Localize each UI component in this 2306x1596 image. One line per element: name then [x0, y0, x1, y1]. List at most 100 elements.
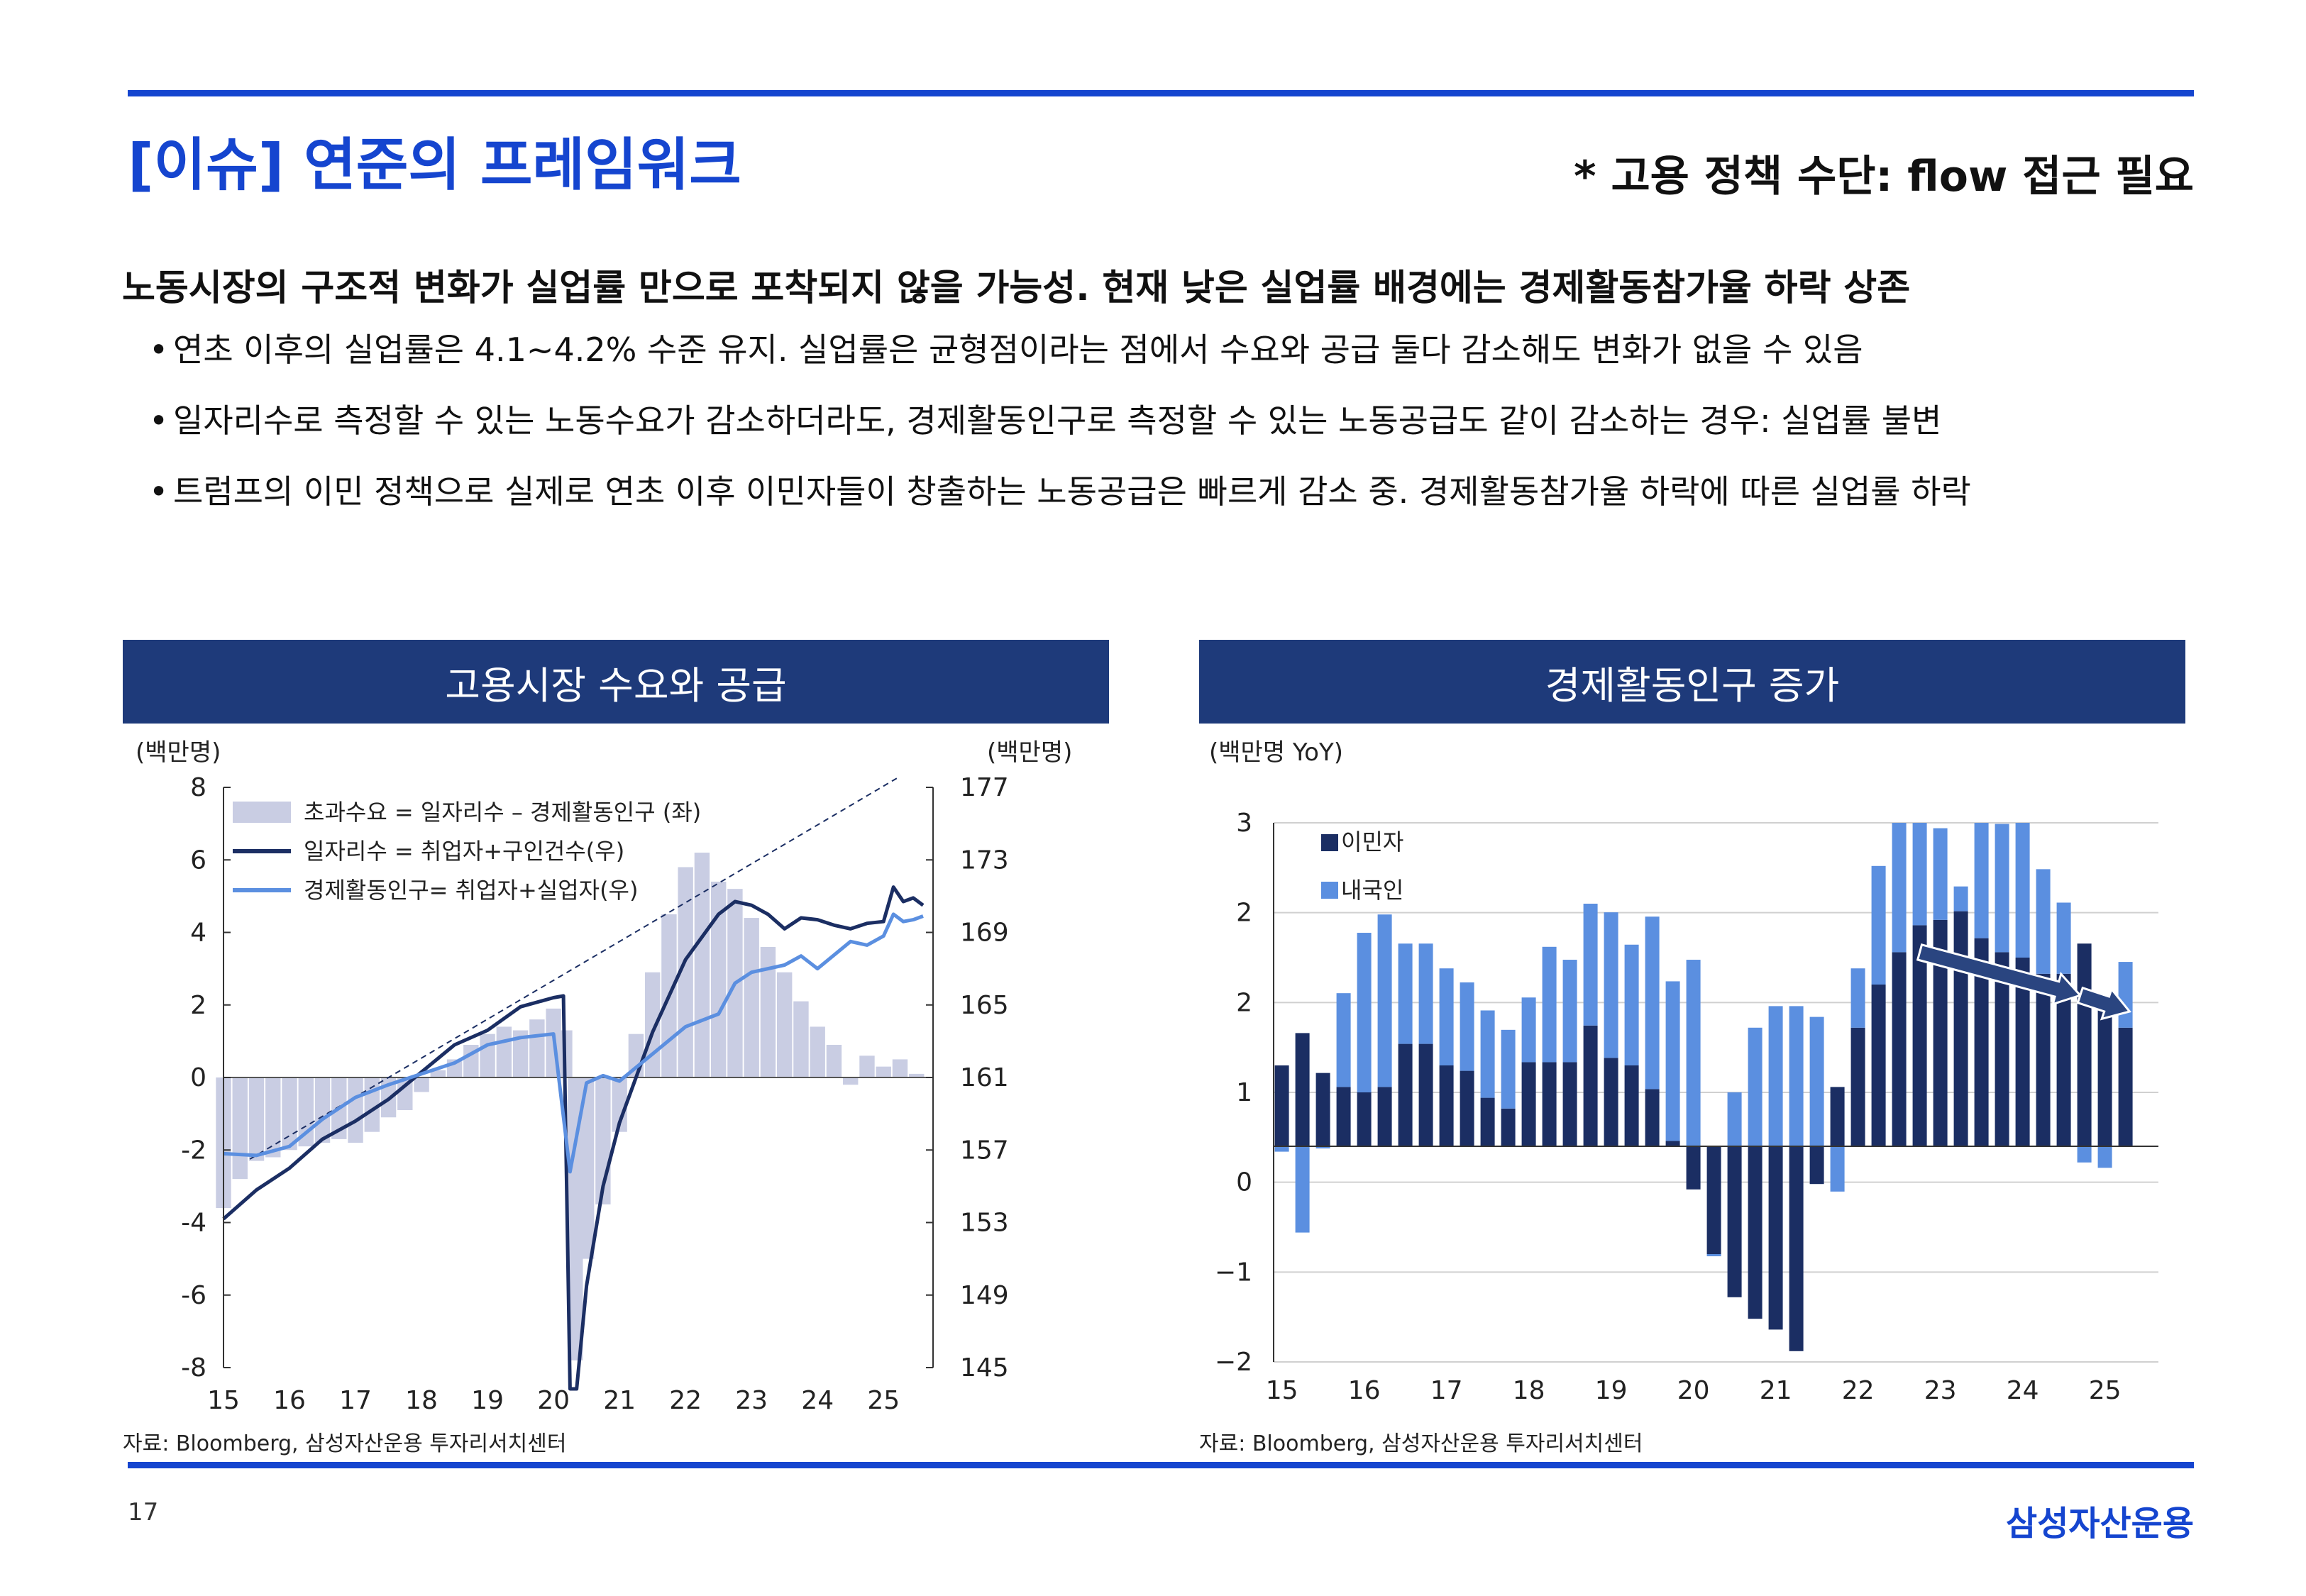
- bullet-text: 연초 이후의 실업률은 4.1~4.2% 수준 유지. 실업률은 균형점이라는 …: [173, 331, 1863, 369]
- native-bar: [2015, 823, 2030, 958]
- immigrant-bar: [1398, 1043, 1413, 1146]
- series-lines: [222, 885, 925, 1391]
- native-bar: [2077, 1146, 2092, 1163]
- right-axis-unit: (백만명): [987, 738, 1072, 767]
- bullet-dot-icon: •: [149, 331, 169, 369]
- x-tick-label: 24: [801, 1386, 834, 1415]
- legend-swatch-excess-demand: [233, 802, 291, 823]
- native-bar: [1974, 823, 1989, 938]
- policy-note: * 고용 정책 수단: flow 접근 필요: [1574, 152, 2194, 201]
- left-tick-label: -2: [181, 1136, 206, 1165]
- immigrant-bar: [2036, 973, 2051, 1146]
- left-panel-title: 고용시장 수요와 공급: [123, 640, 1109, 724]
- excess-demand-bar: [430, 1070, 446, 1077]
- excess-demand-bar: [777, 972, 793, 1077]
- native-bar: [1460, 982, 1474, 1071]
- excess-demand-bar: [793, 1001, 809, 1077]
- top-rule: [128, 90, 2194, 96]
- immigrant-bar: [1501, 1108, 1516, 1146]
- excess-demand-bar: [876, 1066, 891, 1077]
- native-bar: [1686, 960, 1701, 1146]
- bullet-list: • 연초 이후의 실업률은 4.1~4.2% 수준 유지. 실업률은 균형점이라는…: [149, 332, 1971, 545]
- native-bar: [1542, 946, 1557, 1063]
- native-bar: [1892, 823, 1907, 953]
- right-tick-label: 153: [960, 1209, 1009, 1238]
- x-tick-label: 21: [1760, 1376, 1792, 1405]
- x-tick-label: 19: [1595, 1376, 1628, 1405]
- immigrant-bar: [1542, 1062, 1557, 1146]
- x-tick-label: 25: [2089, 1376, 2122, 1405]
- native-bar: [1830, 1146, 1845, 1192]
- immigrant-bar: [1995, 952, 2009, 1146]
- immigrant-bar: [1933, 919, 1948, 1146]
- immigrant-bar: [1336, 1087, 1351, 1146]
- excess-demand-bar: [348, 1077, 363, 1143]
- bullet-dot-icon: •: [149, 401, 169, 440]
- native-bar: [1789, 1006, 1804, 1146]
- y-tick-label: −2: [1215, 1348, 1252, 1377]
- x-tick-label: 15: [1266, 1376, 1298, 1405]
- immigrant-bar: [1686, 1146, 1701, 1190]
- right-tick-label: 177: [960, 773, 1009, 802]
- immigrant-bar: [1583, 1025, 1598, 1146]
- x-tick-label: 23: [1924, 1376, 1957, 1405]
- left-tick-label: -6: [181, 1281, 206, 1310]
- excess-demand-bar: [578, 1077, 595, 1259]
- company-logo: 삼성자산운용: [2006, 1504, 2194, 1544]
- right-tick-label: 169: [960, 919, 1009, 948]
- right-tick-label: 161: [960, 1063, 1009, 1092]
- legend-label: 이민자: [1341, 829, 1403, 855]
- x-tick-label: 20: [1677, 1376, 1710, 1405]
- axes: 86420-2-4-6-8177173169165161157153149145…: [181, 773, 1009, 1415]
- stacked-bars: [1274, 823, 2133, 1351]
- immigrant-bar: [1830, 1087, 1845, 1146]
- native-bar: [1315, 1146, 1330, 1149]
- native-bar: [2036, 869, 2051, 974]
- y-tick-label: −1: [1215, 1258, 1252, 1287]
- immigrant-bar: [1274, 1065, 1289, 1146]
- excess-demand-bar: [644, 972, 661, 1077]
- excess-demand-bar: [744, 918, 759, 1077]
- excess-demand-bar: [760, 946, 776, 1077]
- x-tick-label: 22: [669, 1386, 702, 1415]
- excess-demand-bar: [892, 1059, 908, 1077]
- labor-supply-demand-chart: 86420-2-4-6-8177173169165161157153149145…: [136, 738, 1072, 1415]
- native-bar: [1480, 1010, 1495, 1098]
- page-number: 17: [128, 1498, 159, 1526]
- immigrant-bar: [1377, 1087, 1392, 1146]
- x-tick-label: 23: [735, 1386, 768, 1415]
- legend-swatch-immigrant: [1321, 834, 1338, 851]
- trend-arrows: [1916, 943, 2132, 1021]
- excess-demand-bar: [710, 881, 727, 1077]
- excess-demand-bar: [612, 1077, 627, 1132]
- x-tick-label: 18: [405, 1386, 438, 1415]
- x-tick-label: 25: [867, 1386, 900, 1415]
- native-bar: [1995, 824, 2009, 953]
- right-tick-label: 149: [960, 1281, 1009, 1310]
- native-bar: [1645, 916, 1660, 1090]
- bullet-item: • 연초 이후의 실업률은 4.1~4.2% 수준 유지. 실업률은 균형점이라는…: [149, 332, 1971, 367]
- left-tick-label: 4: [190, 919, 206, 948]
- excess-demand-bar: [496, 1026, 512, 1077]
- immigrant-bar: [1295, 1033, 1310, 1146]
- immigrant-bar: [1809, 1146, 1824, 1185]
- native-bar: [1706, 1254, 1721, 1257]
- x-tick-label: 18: [1513, 1376, 1545, 1405]
- native-bar: [1748, 1027, 1762, 1146]
- x-tick-label: 22: [1842, 1376, 1875, 1405]
- left-tick-label: 0: [190, 1063, 206, 1092]
- bullet-text: 일자리수로 측정할 수 있는 노동수요가 감소하더라도, 경제활동인구로 측정할…: [173, 401, 1942, 440]
- bottom-rule: [128, 1462, 2194, 1468]
- bullet-text: 트럼프의 이민 정책으로 실제로 연초 이후 이민자들이 창출하는 노동공급은 …: [173, 472, 1971, 511]
- native-bar: [1912, 823, 1927, 926]
- legend-label: 일자리수 = 취업자+구인건수(우): [304, 838, 624, 865]
- bullet-item: • 일자리수로 측정할 수 있는 노동수요가 감소하더라도, 경제활동인구로 측정…: [149, 403, 1971, 438]
- immigrant-bar: [1624, 1065, 1639, 1146]
- immigrant-bar: [1521, 1062, 1536, 1146]
- immigrant-bar: [1645, 1089, 1660, 1146]
- native-bar: [1562, 960, 1577, 1063]
- immigrant-bar: [1706, 1146, 1721, 1254]
- immigrant-bar: [1912, 925, 1927, 1146]
- immigrant-bar: [1850, 1027, 1865, 1146]
